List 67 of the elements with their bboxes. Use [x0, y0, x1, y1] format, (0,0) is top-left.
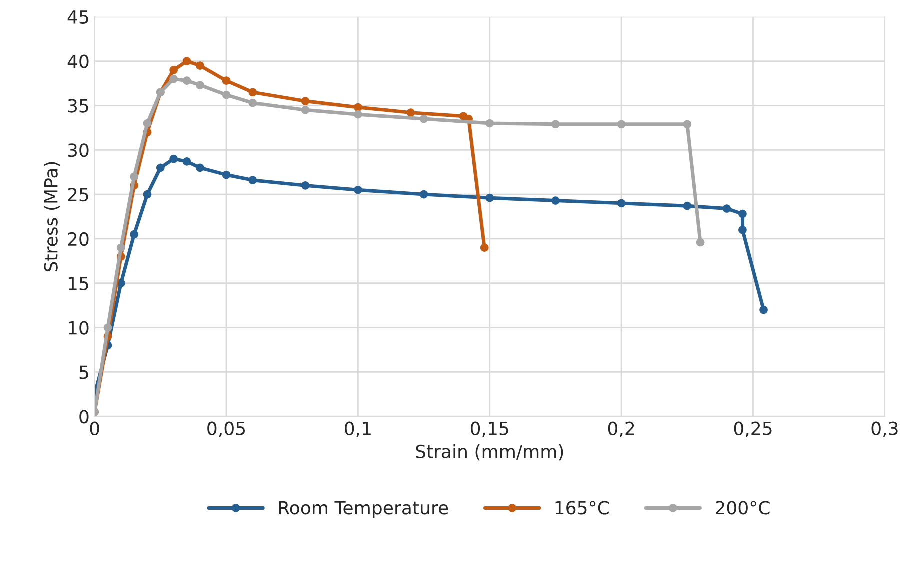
point	[354, 103, 362, 112]
point	[722, 204, 732, 213]
point	[170, 74, 178, 84]
point	[182, 76, 192, 86]
point	[552, 196, 560, 205]
point	[104, 324, 112, 332]
point	[248, 176, 258, 184]
point	[420, 190, 428, 199]
point	[222, 76, 231, 86]
point	[222, 90, 231, 100]
point	[248, 88, 258, 97]
y-axis-title: Stress (MPa)	[44, 162, 60, 272]
point	[354, 186, 362, 194]
y-tick-label: 30	[68, 144, 89, 158]
y-tick-label: 40	[68, 54, 89, 68]
point	[156, 164, 165, 172]
y-tick-label: 45	[68, 10, 88, 24]
y-tick-label: 0	[80, 410, 89, 424]
x-tick-label: 0,15	[470, 422, 508, 438]
point	[170, 66, 178, 74]
point	[683, 120, 692, 129]
point	[738, 210, 747, 218]
y-tick-label: 10	[68, 321, 89, 335]
point	[480, 244, 489, 252]
y-tick-label: 25	[68, 188, 88, 202]
point	[354, 110, 362, 119]
point	[617, 199, 626, 208]
point	[248, 98, 258, 108]
point	[196, 62, 204, 70]
x-tick-label: 0,2	[608, 422, 634, 438]
x-tick-label: 0,1	[345, 422, 371, 438]
point	[617, 120, 626, 129]
point	[301, 182, 310, 190]
point	[196, 81, 204, 90]
point	[760, 306, 768, 314]
point	[116, 244, 126, 252]
point	[143, 190, 152, 199]
x-tick-label: 0	[90, 422, 100, 436]
y-tick-label: 35	[68, 99, 88, 113]
legend-label: 165°C	[556, 501, 609, 515]
x-axis-title: Strain (mm/mm)	[416, 444, 564, 461]
point	[222, 170, 231, 180]
point	[420, 114, 428, 124]
point	[196, 164, 204, 172]
point	[738, 226, 747, 234]
point	[552, 120, 560, 129]
point	[696, 238, 705, 247]
x-tick-label: 0,25	[734, 422, 772, 438]
legend-label: 200°C	[716, 501, 770, 515]
point	[486, 119, 494, 128]
point	[130, 172, 138, 181]
point	[143, 119, 152, 128]
point	[301, 106, 310, 114]
legend-label: Room Temperature	[279, 501, 448, 518]
point	[683, 202, 692, 210]
point	[486, 194, 494, 202]
y-tick-label: 15	[68, 277, 88, 290]
point	[406, 108, 416, 117]
point	[182, 158, 192, 166]
point	[130, 230, 138, 239]
point	[301, 97, 310, 106]
x-tick-label: 0,05	[208, 422, 246, 438]
point	[170, 154, 178, 164]
y-tick-label: 5	[80, 366, 88, 380]
x-tick-label: 0,3	[872, 422, 898, 438]
y-tick-label: 20	[68, 232, 89, 246]
point	[182, 57, 192, 66]
